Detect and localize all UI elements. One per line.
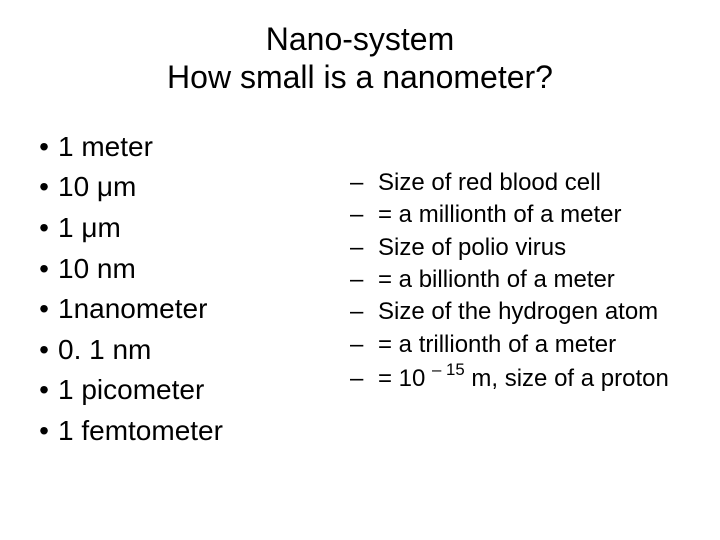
text-pre: = 10: [378, 365, 432, 392]
text-post: m, size of a proton: [465, 365, 669, 392]
dash-icon: –: [350, 296, 378, 328]
dash-icon: –: [350, 363, 378, 395]
list-item-label: = 10 – 15 m, size of a proton: [378, 361, 690, 395]
list-item: • 0. 1 nm: [30, 330, 330, 371]
list-item-label: Size of red blood cell: [378, 167, 690, 199]
dash-icon: –: [350, 329, 378, 361]
list-item: – = a trillionth of a meter: [350, 329, 690, 361]
list-item: • 10 nm: [30, 249, 330, 290]
slide: Nano-system How small is a nanometer? • …: [0, 0, 720, 540]
list-item: – Size of polio virus: [350, 232, 690, 264]
bullet-icon: •: [30, 330, 58, 371]
list-item-label: = a trillionth of a meter: [378, 329, 690, 361]
bullet-icon: •: [30, 167, 58, 208]
list-item-label: = a billionth of a meter: [378, 264, 690, 296]
dash-icon: –: [350, 264, 378, 296]
list-item: • 1 μm: [30, 208, 330, 249]
title-block: Nano-system How small is a nanometer?: [30, 20, 690, 97]
superscript: – 15: [432, 360, 465, 379]
right-column: – Size of red blood cell – = a millionth…: [350, 127, 690, 452]
list-item: – = 10 – 15 m, size of a proton: [350, 361, 690, 395]
list-item-label: 10 μm: [58, 167, 136, 208]
list-item: – Size of red blood cell: [350, 167, 690, 199]
bullet-icon: •: [30, 208, 58, 249]
list-item: • 1 meter: [30, 127, 330, 168]
bullet-icon: •: [30, 249, 58, 290]
list-item-label: 1nanometer: [58, 289, 207, 330]
list-item: – = a millionth of a meter: [350, 199, 690, 231]
list-item: – Size of the hydrogen atom: [350, 296, 690, 328]
dash-icon: –: [350, 232, 378, 264]
list-item: • 1 femtometer: [30, 411, 330, 452]
bullet-icon: •: [30, 411, 58, 452]
bullet-icon: •: [30, 370, 58, 411]
list-item-label: Size of polio virus: [378, 232, 690, 264]
list-item-label: 1 μm: [58, 208, 121, 249]
dash-icon: –: [350, 199, 378, 231]
bullet-icon: •: [30, 127, 58, 168]
list-item-label: 1 femtometer: [58, 411, 223, 452]
columns: • 1 meter • 10 μm • 1 μm • 10 nm • 1nano…: [30, 127, 690, 452]
list-item-label: 1 meter: [58, 127, 153, 168]
bullet-icon: •: [30, 289, 58, 330]
left-column: • 1 meter • 10 μm • 1 μm • 10 nm • 1nano…: [30, 127, 330, 452]
list-item: – = a billionth of a meter: [350, 264, 690, 296]
list-item-label: Size of the hydrogen atom: [378, 296, 690, 328]
list-item: • 10 μm: [30, 167, 330, 208]
title-line-1: Nano-system: [30, 20, 690, 58]
list-item-label: 10 nm: [58, 249, 136, 290]
title-line-2: How small is a nanometer?: [30, 58, 690, 96]
list-item: • 1 picometer: [30, 370, 330, 411]
list-item-label: = a millionth of a meter: [378, 199, 690, 231]
dash-icon: –: [350, 167, 378, 199]
list-item-label: 1 picometer: [58, 370, 204, 411]
list-item-label: 0. 1 nm: [58, 330, 151, 371]
list-item: • 1nanometer: [30, 289, 330, 330]
